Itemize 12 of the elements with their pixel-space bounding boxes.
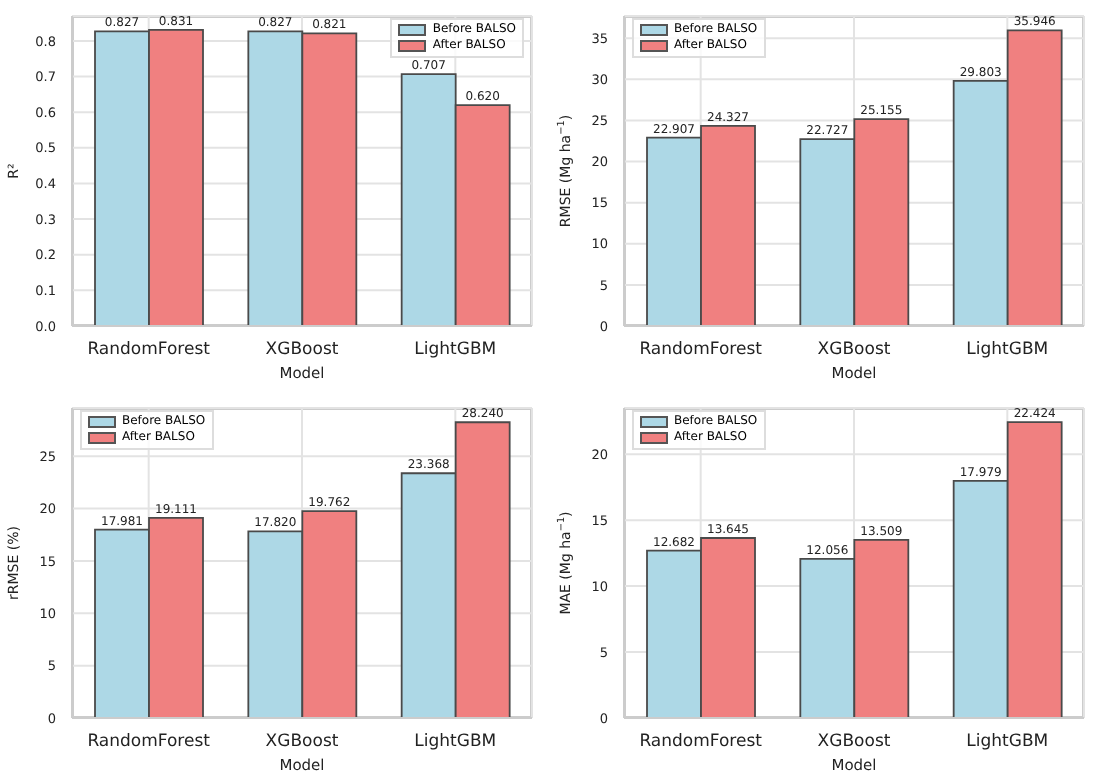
x-tick-label: RandomForest — [87, 340, 212, 361]
x-tick-label: RandomForest — [87, 732, 212, 753]
x-tick-label: XGBoost — [265, 732, 340, 753]
x-tick-label: XGBoost — [817, 732, 892, 753]
x-tick-label: XGBoost — [817, 340, 892, 361]
x-tick-label: XGBoost — [265, 340, 340, 361]
x-tick-label: LightGBM — [414, 340, 497, 361]
x-tick-label: LightGBM — [966, 732, 1049, 753]
x-tick-label: LightGBM — [414, 732, 497, 753]
x-tick-label: RandomForest — [639, 340, 764, 361]
x-tick-label: RandomForest — [639, 732, 764, 753]
x-tick-label: LightGBM — [966, 340, 1049, 361]
